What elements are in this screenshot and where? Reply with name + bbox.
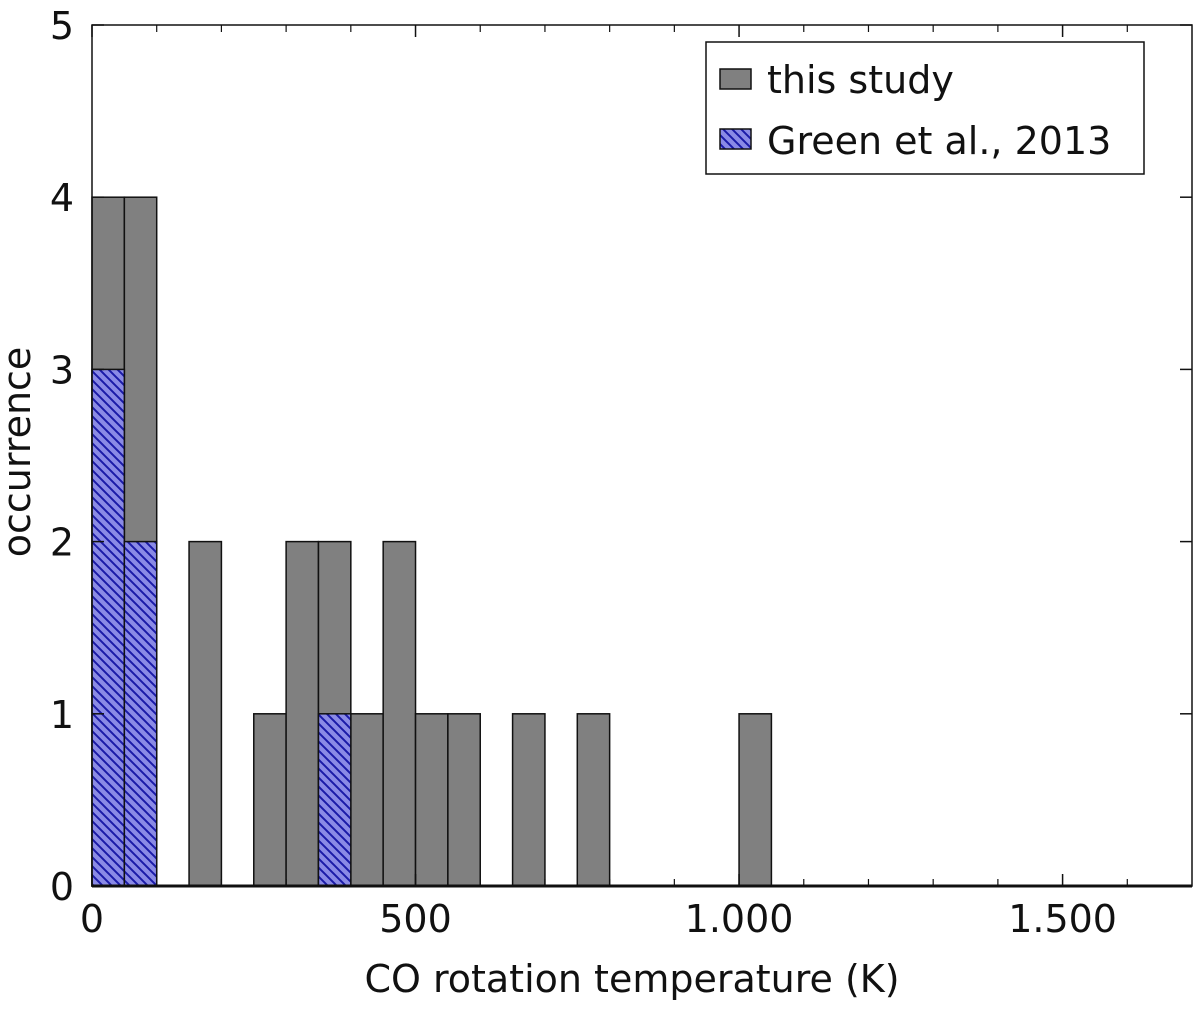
y-tick-label-3: 3 bbox=[50, 348, 74, 392]
bar-this-study-2 bbox=[188, 540, 223, 887]
bar-this-study-9 bbox=[447, 713, 481, 887]
y-tick-label-0: 0 bbox=[50, 865, 74, 909]
bar-green-2013-1 bbox=[123, 540, 158, 887]
bar-green-2013-2 bbox=[317, 713, 352, 887]
legend-swatch-green-2013 bbox=[719, 128, 752, 150]
bars-layer bbox=[91, 196, 1192, 888]
y-axis-label: occurrence bbox=[0, 347, 39, 558]
legend-label-this-study: this study bbox=[767, 58, 954, 102]
x-axis-label: CO rotation temperature (K) bbox=[364, 957, 899, 1001]
bar-this-study-4 bbox=[285, 540, 320, 887]
bar-green-2013-0 bbox=[91, 368, 126, 887]
bar-this-study-7 bbox=[382, 540, 417, 887]
legend-box bbox=[705, 41, 1145, 175]
bar-this-study-3 bbox=[253, 713, 287, 887]
x-tick-label-0: 0 bbox=[80, 897, 104, 941]
legend-swatch-this-study bbox=[719, 68, 752, 90]
ticks-layer: 0 500 1.000 1.500 0 1 2 3 4 5 bbox=[50, 4, 1192, 941]
y-tick-label-5: 5 bbox=[50, 4, 74, 48]
bar-this-study-6 bbox=[350, 713, 384, 887]
y-tick-label-4: 4 bbox=[50, 176, 74, 220]
legend: this study Green et al., 2013 bbox=[705, 41, 1145, 175]
x-tick-label-1: 500 bbox=[379, 897, 452, 941]
bar-this-study-8 bbox=[414, 713, 449, 887]
y-tick-label-1: 1 bbox=[50, 693, 74, 737]
x-tick-label-3: 1.500 bbox=[1008, 897, 1117, 941]
axes-layer bbox=[91, 24, 1193, 887]
legend-label-green-2013: Green et al., 2013 bbox=[767, 119, 1111, 163]
bar-this-study-10 bbox=[511, 713, 546, 887]
plot-frame bbox=[91, 24, 1193, 887]
y-tick-label-2: 2 bbox=[50, 521, 74, 565]
x-tick-label-2: 1.000 bbox=[685, 897, 794, 941]
bar-this-study-11 bbox=[576, 713, 611, 887]
bar-this-study-12 bbox=[738, 713, 773, 887]
